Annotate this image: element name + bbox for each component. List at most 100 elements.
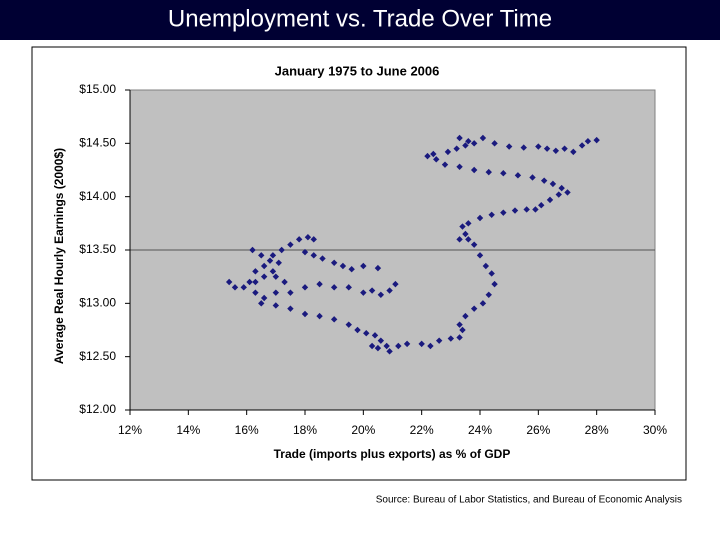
data-point bbox=[488, 270, 495, 277]
source-note: Source: Bureau of Labor Statistics, and … bbox=[376, 495, 682, 506]
y-tick-label: $13.50 bbox=[79, 242, 116, 256]
data-point bbox=[482, 262, 490, 270]
data-point bbox=[371, 332, 379, 339]
y-tick-label: $14.00 bbox=[79, 189, 116, 203]
x-tick-label: 30% bbox=[643, 423, 667, 437]
data-point bbox=[543, 145, 551, 152]
data-point bbox=[546, 196, 554, 204]
data-point bbox=[564, 189, 571, 196]
data-point bbox=[360, 262, 367, 270]
data-point bbox=[476, 214, 484, 222]
x-tick-label: 14% bbox=[176, 423, 200, 437]
data-point bbox=[511, 207, 519, 214]
data-point bbox=[275, 259, 282, 266]
slide-title: Unemployment vs. Trade Over Time bbox=[168, 5, 552, 32]
data-point bbox=[491, 140, 498, 147]
data-point bbox=[260, 262, 268, 270]
x-axis-label: Trade (imports plus exports) as % of GDP bbox=[274, 447, 511, 461]
data-point bbox=[330, 284, 338, 291]
data-point bbox=[287, 241, 294, 248]
data-point bbox=[392, 280, 399, 288]
data-point bbox=[465, 236, 472, 243]
data-point bbox=[488, 211, 495, 218]
data-point bbox=[368, 287, 376, 294]
data-point bbox=[558, 184, 565, 192]
data-point bbox=[430, 150, 437, 158]
data-point bbox=[301, 284, 309, 291]
y-axis-label: Average Real Hourly Earnings (2000$) bbox=[52, 148, 66, 364]
data-point bbox=[456, 134, 463, 142]
data-point bbox=[459, 223, 466, 230]
data-point bbox=[535, 143, 542, 150]
x-tick-label: 26% bbox=[526, 423, 550, 437]
data-point bbox=[360, 289, 367, 296]
x-tick-label: 22% bbox=[410, 423, 434, 437]
data-point bbox=[316, 312, 323, 320]
data-point bbox=[424, 152, 431, 160]
data-point bbox=[447, 335, 455, 342]
x-tick-label: 18% bbox=[293, 423, 317, 437]
data-point bbox=[403, 340, 411, 348]
data-point bbox=[441, 161, 449, 168]
data-point bbox=[374, 264, 382, 272]
data-point bbox=[485, 291, 492, 298]
data-point bbox=[584, 138, 592, 145]
x-tick-label: 12% bbox=[118, 423, 142, 437]
data-point bbox=[287, 289, 294, 296]
data-point bbox=[295, 236, 303, 243]
data-point bbox=[555, 191, 562, 198]
data-point bbox=[330, 259, 338, 266]
data-point bbox=[459, 326, 466, 334]
data-point bbox=[427, 342, 434, 350]
data-point bbox=[386, 348, 393, 355]
data-point bbox=[570, 148, 577, 156]
data-point bbox=[383, 342, 390, 350]
data-point bbox=[345, 321, 352, 328]
data-point bbox=[476, 252, 484, 259]
data-point bbox=[538, 202, 545, 209]
data-point bbox=[252, 278, 259, 286]
data-point bbox=[225, 278, 233, 286]
data-point bbox=[266, 257, 274, 264]
data-point bbox=[549, 180, 557, 188]
data-point bbox=[377, 291, 385, 298]
data-point bbox=[301, 248, 309, 256]
data-point bbox=[433, 156, 440, 163]
data-point bbox=[240, 284, 247, 291]
y-tick-label: $12.00 bbox=[79, 402, 116, 416]
data-point bbox=[491, 280, 498, 288]
data-point bbox=[500, 209, 507, 216]
x-tick-label: 28% bbox=[585, 423, 609, 437]
data-point bbox=[540, 177, 548, 184]
data-point bbox=[258, 252, 265, 259]
title-banner bbox=[0, 0, 720, 40]
data-point bbox=[395, 342, 402, 350]
data-point bbox=[462, 142, 469, 149]
data-point bbox=[444, 148, 452, 156]
data-point bbox=[316, 280, 323, 288]
data-point bbox=[500, 170, 507, 177]
y-tick-label: $13.00 bbox=[79, 296, 116, 310]
data-point bbox=[462, 230, 469, 238]
data-point bbox=[348, 266, 355, 273]
data-point bbox=[470, 166, 478, 174]
data-point bbox=[354, 326, 361, 334]
x-tick-label: 24% bbox=[468, 423, 492, 437]
data-point bbox=[485, 168, 492, 176]
data-point bbox=[386, 287, 393, 294]
data-point bbox=[479, 300, 487, 307]
data-point bbox=[281, 278, 288, 286]
data-point bbox=[252, 289, 259, 296]
data-point bbox=[278, 246, 285, 254]
data-point bbox=[470, 140, 478, 147]
data-point bbox=[520, 144, 527, 151]
data-point bbox=[456, 163, 463, 170]
data-point bbox=[578, 142, 586, 149]
data-point bbox=[456, 321, 463, 328]
data-point bbox=[523, 206, 530, 213]
data-point bbox=[246, 278, 253, 286]
data-point bbox=[330, 316, 338, 323]
data-point bbox=[269, 268, 277, 275]
data-point bbox=[505, 143, 513, 150]
